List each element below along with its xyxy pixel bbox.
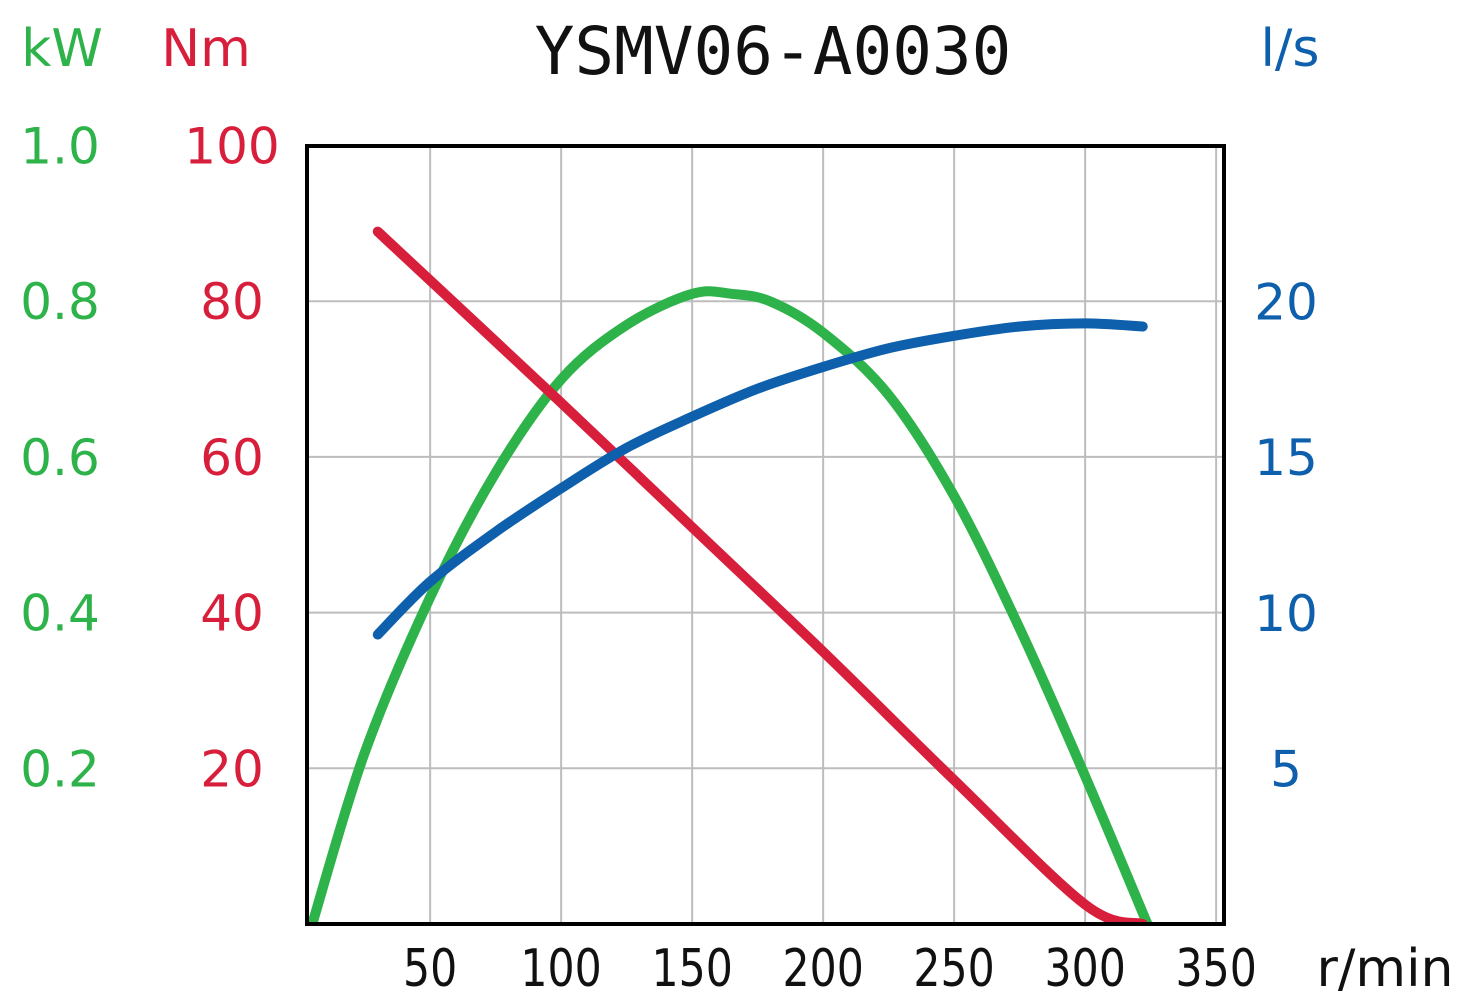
nm-tick-label: 20 [200, 740, 264, 798]
x-tick-label: 150 [651, 939, 732, 999]
x-tick-label: 350 [1175, 939, 1256, 999]
nm-unit-label: Nm [161, 19, 251, 79]
x-tick-label: 250 [913, 939, 994, 999]
chart-title: YSMV06-A0030 [535, 13, 1012, 90]
nm-tick-label: 40 [200, 585, 264, 643]
ls-tick-label: 15 [1254, 429, 1318, 487]
x-tick-label: 200 [782, 939, 863, 999]
x-tick-label: 300 [1044, 939, 1125, 999]
kw-tick-label: 0.8 [20, 273, 100, 331]
kw-tick-label: 1.0 [20, 118, 100, 176]
kw-unit-label: kW [21, 19, 103, 79]
kw-tick-label: 0.4 [20, 585, 100, 643]
nm-tick-label: 60 [200, 429, 264, 487]
x-tick-label: 50 [403, 939, 457, 999]
plot-frame [305, 144, 1226, 926]
power-series-line [307, 286, 1153, 924]
x-axis-label: r/min [1317, 939, 1454, 999]
flow-series-line [372, 318, 1148, 640]
kw-tick-label: 0.2 [20, 740, 100, 798]
nm-tick-label: 100 [184, 118, 279, 176]
torque-series-line [372, 226, 1148, 924]
ls-unit-label: l/s [1260, 19, 1319, 79]
x-tick-label: 100 [520, 939, 601, 999]
ls-tick-label: 20 [1254, 274, 1318, 332]
ls-tick-label: 10 [1254, 585, 1318, 643]
nm-tick-label: 80 [200, 273, 264, 331]
ls-tick-label: 5 [1270, 740, 1302, 798]
kw-tick-label: 0.6 [20, 429, 100, 487]
